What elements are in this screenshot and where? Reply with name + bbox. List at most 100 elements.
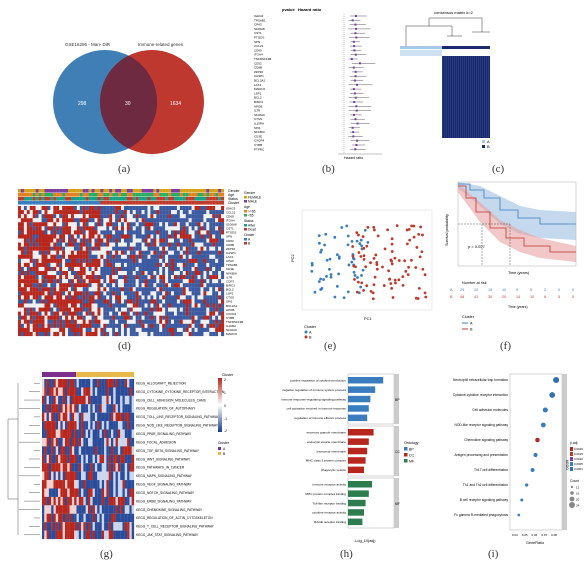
go-term-label: negative regulation of immune system pro… (282, 388, 346, 392)
annotation-cell (200, 193, 204, 197)
gsva-cell (74, 471, 77, 481)
gsva-cell (55, 454, 59, 464)
gsva-cell (115, 446, 118, 455)
heatmap-cell (132, 206, 136, 211)
consensus-stripes (442, 56, 490, 138)
heatmap-cell (106, 238, 110, 243)
heatmap-cell (176, 226, 180, 231)
go-legend-mf: MF (409, 460, 414, 464)
heatmap-cell (94, 319, 98, 324)
heatmap-cell (156, 210, 160, 215)
heatmap-cell (215, 226, 219, 231)
heatmap-cell (118, 331, 122, 337)
heatmap-cell (41, 279, 45, 284)
pca-point-a (360, 274, 363, 277)
gsva-cell (101, 463, 105, 472)
heatmap-cell (138, 222, 142, 227)
pca-point-b (397, 278, 401, 282)
heatmap-cell (118, 287, 122, 292)
annotation-cell (100, 193, 104, 197)
heatmap-cell (212, 323, 216, 328)
heatmap-cell (141, 299, 145, 304)
heatmap-cell (185, 262, 189, 268)
annotation-cell (29, 197, 33, 201)
heatmap-cell (44, 254, 48, 259)
heatmap-cell (138, 295, 142, 300)
annotation-cell (188, 197, 192, 201)
heatmap-cell (88, 295, 92, 300)
gsva-cell (120, 412, 123, 422)
heatmap-cell (85, 303, 89, 308)
heatmap-cell (218, 254, 222, 259)
heatmap-cell (126, 258, 130, 263)
heatmap-cell (44, 287, 48, 292)
heatmap-cell (32, 319, 36, 324)
heatmap-cell (209, 246, 213, 251)
heatmap-cell (191, 331, 195, 337)
gsva-cell (46, 522, 49, 531)
gsva-cell (111, 522, 114, 531)
heatmap-cell (197, 238, 201, 243)
annotation-cell (212, 189, 216, 193)
heatmap-cell (221, 271, 225, 276)
gsva-cell (106, 395, 109, 405)
heatmap-cell (165, 210, 169, 215)
heatmap-cell (68, 258, 72, 263)
heatmap-cell (138, 234, 142, 239)
heatmap-cell (188, 271, 192, 276)
gsva-cell (131, 379, 135, 388)
heatmap-cell (215, 319, 219, 324)
gsva-cell (53, 429, 56, 439)
heatmap-cell (162, 331, 166, 337)
heatmap-cell (194, 254, 198, 259)
annotation-cell (221, 201, 225, 205)
heatmap-cell (212, 303, 216, 308)
heatmap-gene-label: S100A8 (226, 223, 237, 227)
gsva-cell (122, 446, 125, 455)
annotation-cell (221, 189, 225, 193)
heatmap-gene-label: LAX1 (226, 255, 234, 259)
kegg-count-label: 16 (576, 492, 580, 496)
heatmap-cell (206, 331, 210, 337)
heatmap-cell (65, 214, 69, 219)
heatmap-cell (50, 222, 54, 227)
heatmap-cell (20, 311, 24, 316)
heatmap-cell (115, 331, 119, 337)
gsva-cell (78, 530, 82, 540)
gsva-cell (122, 454, 125, 464)
heatmap-cell (79, 222, 83, 227)
heatmap-cell (132, 291, 136, 296)
gsva-cell (117, 530, 121, 540)
heatmap-cell (38, 323, 42, 328)
heatmap-cell (103, 214, 107, 219)
heatmap-cell (197, 222, 201, 227)
go-term-label: immune receptor activity (312, 483, 346, 487)
heatmap-gene-label: IL10RA (226, 324, 236, 328)
heatmap-cell (194, 271, 198, 276)
heatmap-cell (141, 222, 145, 227)
gsva-cell (117, 412, 121, 422)
heatmap-cell (50, 275, 54, 280)
gsva-cell (71, 421, 75, 430)
heatmap-cell (191, 311, 195, 316)
heatmap-cell (59, 283, 63, 288)
gsva-cell (106, 412, 109, 422)
gsva-cell (53, 404, 56, 413)
heatmap-cell (70, 230, 75, 235)
heatmap-cell (159, 307, 163, 312)
heatmap-cell (194, 295, 198, 300)
heatmap-cell (76, 238, 80, 243)
heatmap-cell (185, 230, 189, 235)
gsva-cell (111, 463, 114, 472)
annotation-cell (91, 201, 95, 205)
heatmap-cell (91, 262, 95, 268)
heatmap-cell (129, 230, 133, 235)
heatmap-cell (50, 319, 54, 324)
heatmap-cell (197, 271, 201, 276)
heatmap-cell (150, 206, 154, 211)
heatmap-cell (18, 319, 22, 324)
gsva-heatmap: KEGG_ALLOGRAFT_REJECTIONKEGG_CYTOKINE_CY… (7, 372, 234, 540)
gsva-pathway-label: KEGG_CHEMOKINE_SIGNALING_PATHWAY (136, 508, 203, 512)
pca-point-b (418, 255, 422, 259)
heatmap-cell (62, 226, 66, 231)
